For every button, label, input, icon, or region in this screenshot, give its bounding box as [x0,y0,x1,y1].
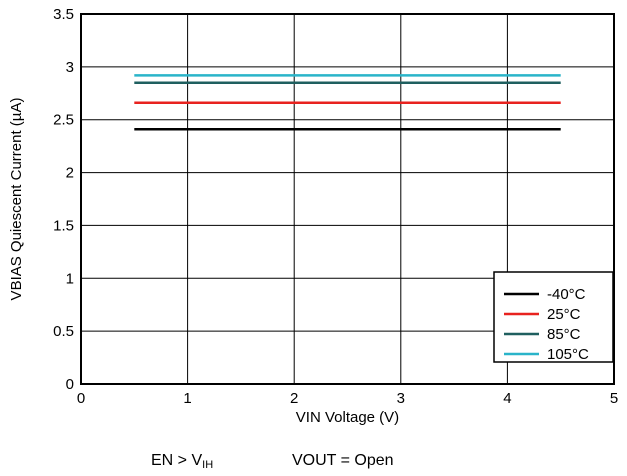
y-tick-label: 1 [66,270,74,287]
y-tick-label: 2 [66,165,74,182]
tick-labels: 0 1 2 3 4 5 0 0.5 1 1.5 2 2.5 3 3.5 [53,6,618,407]
caption-output-condition: VOUT = Open [292,452,394,469]
y-tick-label: 0 [66,376,74,393]
y-tick-label: 0.5 [53,323,74,340]
legend-label: 105°C [547,346,589,363]
legend: -40°C 25°C 85°C 105°C [493,271,614,363]
y-tick-label: 1.5 [53,217,74,234]
x-tick-label: 0 [77,390,85,407]
caption-enable-condition: EN > VIH [151,452,213,471]
series-lines [134,74,561,131]
legend-label: -40°C [547,286,586,303]
x-tick-label: 3 [397,390,405,407]
y-axis-title: VBIAS Quiescent Current (µA) [8,98,25,301]
x-tick-label: 1 [183,390,191,407]
legend-label: 85°C [547,326,581,343]
caption-enable-subscript: IH [202,459,214,471]
x-axis-title: VIN Voltage (V) [296,409,399,426]
x-tick-label: 4 [503,390,511,407]
legend-box [493,271,614,363]
plot-frame [80,13,615,385]
x-tick-label: 2 [290,390,298,407]
y-tick-label: 3 [66,59,74,76]
caption-enable-text: EN > V [151,452,203,469]
legend-label: 25°C [547,306,581,323]
y-tick-label: 3.5 [53,6,74,23]
y-tick-label: 2.5 [53,112,74,129]
x-tick-label: 5 [610,390,618,407]
